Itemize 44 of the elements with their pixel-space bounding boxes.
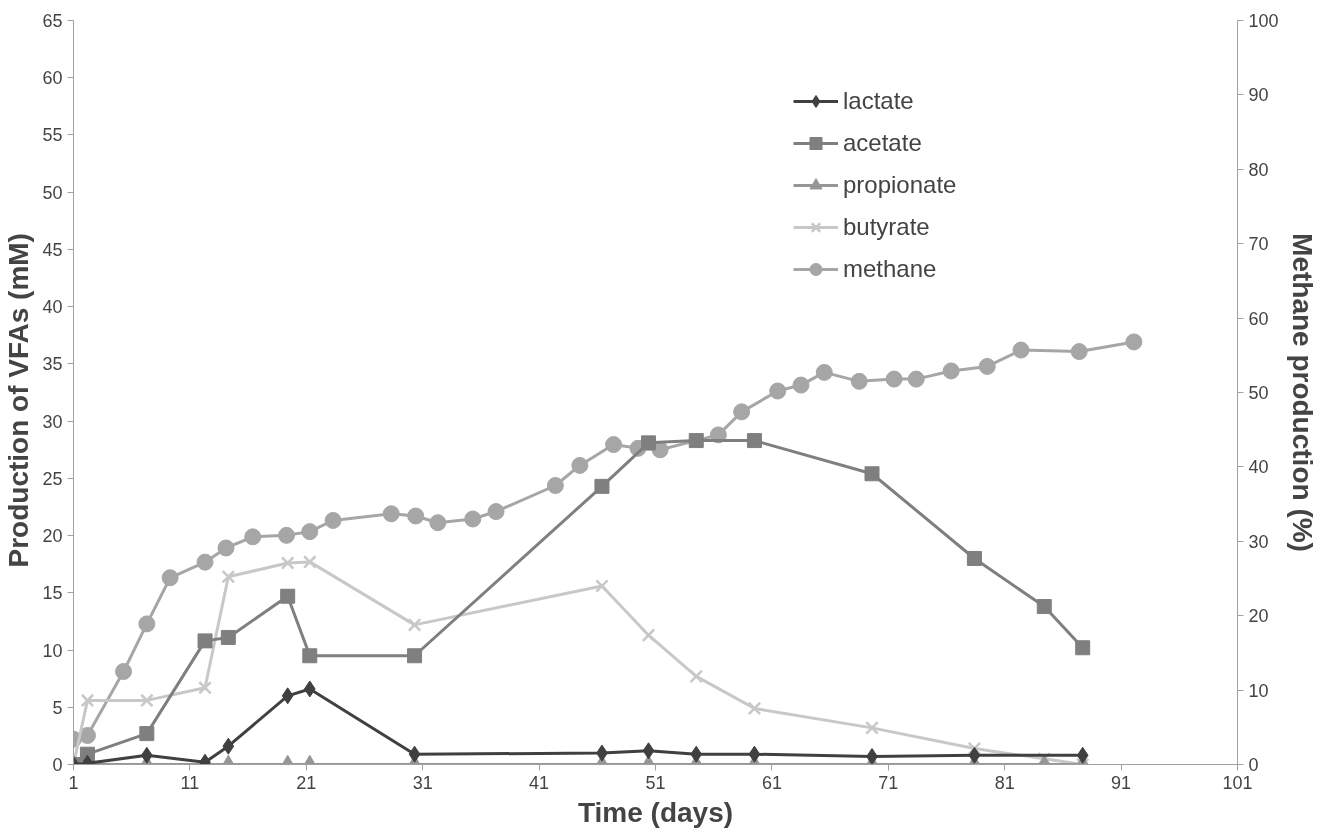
y2-tick-label: 90: [1248, 85, 1269, 106]
y2-tick-label: 70: [1248, 234, 1269, 255]
y-tick-label: 60: [42, 68, 63, 89]
y-tick-label: 55: [42, 125, 63, 146]
legend-label: lactate: [843, 86, 914, 116]
x-tick-label: 81: [994, 772, 1015, 793]
x-tick-label: 51: [645, 772, 666, 793]
y2-tick-label: 100: [1248, 11, 1279, 31]
y2-tick-label: 40: [1248, 457, 1269, 478]
legend-label: butyrate: [843, 212, 930, 242]
y-tick-label: 45: [42, 239, 63, 260]
x-tick-label: 91: [1111, 772, 1132, 793]
x-axis-title: Time (days): [577, 796, 734, 828]
x-tick-label: 21: [296, 772, 317, 793]
x-tick-label: 11: [180, 772, 200, 793]
y2-tick-label: 50: [1248, 383, 1269, 403]
legend-label: acetate: [843, 128, 922, 158]
y-tick-label: 50: [42, 182, 63, 203]
x-tick-label: 101: [1222, 772, 1253, 793]
y-tick-label: 35: [42, 354, 63, 375]
legend-label: methane: [843, 254, 937, 284]
x-tick-label: 31: [412, 772, 433, 793]
y2-tick-label: 20: [1248, 606, 1269, 627]
y-tick-label: 15: [42, 583, 63, 604]
y-tick-label: 25: [42, 468, 63, 489]
y-tick-label: 10: [42, 640, 63, 661]
x-tick-label: 41: [529, 772, 550, 793]
y-tick-label: 65: [42, 11, 63, 31]
legend-label: propionate: [843, 170, 957, 200]
x-tick-label: 61: [761, 772, 782, 793]
y2-tick-label: 60: [1248, 308, 1269, 329]
y-axis-title: Production of VFAs (mM): [3, 233, 35, 568]
y2-axis-title: Methane production (%): [1286, 233, 1318, 552]
y-tick-label: 30: [42, 411, 63, 432]
y-tick-label: 5: [52, 697, 63, 718]
x-tick-label: 71: [878, 772, 899, 793]
y-tick-label: 40: [42, 297, 63, 318]
y2-tick-label: 80: [1248, 159, 1269, 180]
y-tick-label: 20: [42, 526, 63, 547]
y2-tick-label: 30: [1248, 531, 1269, 552]
y-tick-label: 0: [52, 755, 63, 775]
y2-tick-label: 0: [1248, 755, 1259, 775]
y2-tick-label: 10: [1248, 680, 1269, 701]
x-tick-label: 1: [68, 772, 79, 793]
